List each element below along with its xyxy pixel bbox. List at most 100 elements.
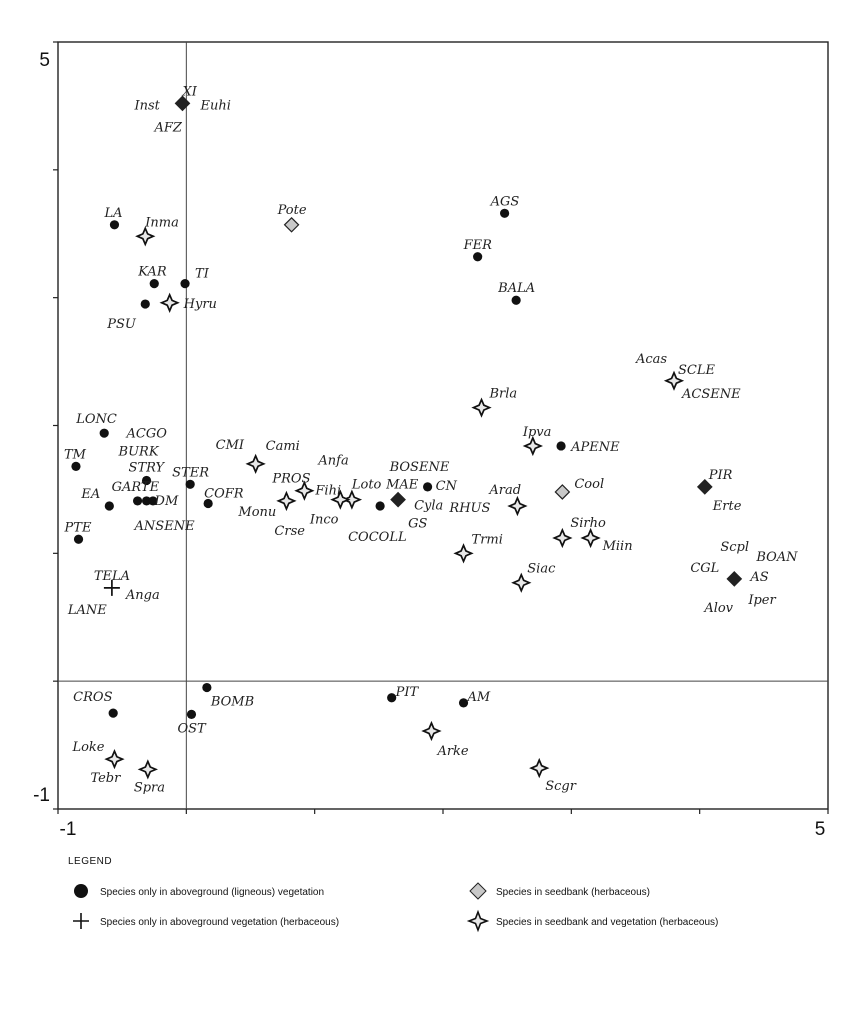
point-label: OST [177,721,207,736]
point-label: LANE [67,603,107,618]
data-point [294,480,315,501]
point-label: LA [103,206,122,221]
data-point [276,490,297,512]
point-label: Anga [125,588,160,603]
data-point [511,572,532,593]
point-label: BOMB [210,695,254,710]
point-label: Hyru [183,297,217,312]
point-label: PIR [708,468,733,483]
x-tick-label-left: -1 [60,819,77,840]
point-label: EA [80,487,100,502]
point-label: Trmi [472,532,503,547]
point-label: Alov [703,601,733,616]
point-label: MAE [385,478,419,493]
data-point [554,484,571,500]
point-label: Arad [488,483,521,498]
point-label: Cyla [414,499,443,514]
data-point [552,527,573,549]
point-label: Ipva [522,425,552,440]
data-point [202,682,212,693]
point-label: AM [467,690,491,705]
point-label: Scgr [545,779,577,794]
point-label: LONC [75,412,117,427]
legend-marker-plus [73,913,89,929]
point-label: COCOLL [348,530,406,545]
point-label: PROS [271,472,310,487]
legend-marker-diamond [469,882,487,900]
data-point [137,759,158,780]
data-point [507,495,528,517]
point-label: Fihi [314,484,341,499]
data-point [141,475,152,486]
data-point [423,482,433,492]
data-point [375,501,385,511]
point-label: Spra [134,780,165,795]
point-label: Loke [71,740,104,755]
data-point [330,489,351,510]
x-tick-label-right: 5 [815,819,826,840]
legend-label-seedbank: Species in seedbank (herbaceous) [496,887,650,898]
data-point [140,299,150,309]
data-point [387,693,397,703]
point-label: ACGO [126,426,168,441]
point-label: XI [181,84,197,99]
data-point [522,435,543,457]
point-label: Sirho [570,516,606,531]
point-label: Erte [712,499,742,514]
legend-label-aboveground-herb: Species only in aboveground vegetation (… [100,917,339,928]
point-label: AGS [490,194,520,209]
data-points [71,95,743,780]
data-point [390,491,406,508]
point-label: PSU [106,317,137,332]
point-label: Tebr [90,771,121,786]
point-label: APENE [570,440,620,455]
point-label: TM [64,447,87,462]
point-label: PTE [64,520,92,535]
point-labels: XI Inst Euhi AFZ LA Inma Pote AGS FER KAR TI PSU Hyr… [64,84,799,795]
point-label: Loto [351,478,382,493]
point-label: Pote [277,203,307,218]
axis-ticks [53,41,829,814]
point-label: TELA [94,569,130,584]
point-label: Arke [436,744,468,759]
data-point [453,543,474,564]
data-point [159,292,180,313]
point-label: BALA [497,281,535,296]
data-point [186,709,197,720]
point-label: Cami [266,439,300,454]
point-label: Scpl [720,540,749,555]
legend-title: LEGEND [68,856,112,867]
point-label: BOSENE [389,460,450,475]
point-label: Cool [574,477,604,492]
point-label: Inst [133,98,160,113]
point-label: Crse [274,524,305,539]
point-label: CMI [216,438,245,453]
data-point [180,279,190,289]
data-point [148,496,158,506]
data-point [511,295,521,305]
y-tick-label-bottom: -1 [33,785,50,806]
point-label: PIT [395,685,420,700]
legend-marker-circle [74,884,88,898]
data-point [135,226,156,247]
point-label: STRY [129,460,166,475]
data-point [580,527,601,549]
data-point [283,216,300,233]
data-point [99,428,109,438]
legend-label-both: Species in seedbank and vegetation (herb… [496,917,718,928]
point-label: AS [749,570,768,585]
data-point [473,252,483,262]
legend: LEGEND Species only in aboveground (lign… [68,856,718,933]
point-label: BURK [118,444,160,459]
point-label: DM [154,494,179,509]
data-point [149,279,159,289]
data-point [245,453,266,475]
data-point [109,220,120,230]
data-point [73,534,84,544]
point-label: Inma [144,215,179,230]
data-point [132,496,143,506]
data-point [108,708,118,718]
point-label: GARTE [112,480,160,495]
point-label: KAR [137,265,167,280]
